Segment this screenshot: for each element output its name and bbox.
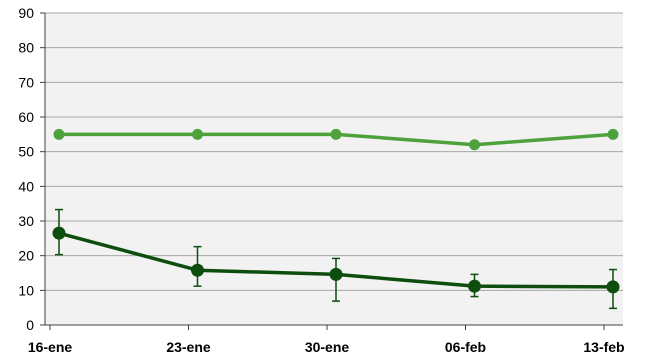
x-tick-label: 06-feb [445, 339, 486, 355]
y-tick-label: 80 [18, 40, 34, 56]
data-point [468, 279, 481, 293]
data-point [53, 128, 65, 140]
data-point [469, 139, 480, 151]
y-tick-label: 60 [18, 109, 34, 125]
x-tick-labels: 16-ene 23-ene 30-ene 06-feb 13-feb [28, 339, 625, 355]
x-tick-label: 16-ene [28, 339, 73, 355]
y-tick-label: 10 [18, 282, 34, 298]
y-tick-label: 20 [18, 248, 34, 264]
x-tick-label: 23-ene [166, 339, 211, 355]
data-point [329, 267, 343, 281]
data-point [330, 128, 342, 140]
x-tick-label: 30-ene [305, 339, 350, 355]
y-tick-label: 30 [18, 213, 34, 229]
x-tick-label: 13-feb [583, 339, 624, 355]
series-2 [52, 208, 620, 310]
series-1 [53, 128, 619, 151]
y-tick-label: 90 [18, 5, 34, 21]
y-tick-label: 70 [18, 74, 34, 90]
data-point [607, 128, 619, 140]
y-tick-labels: 0 10 20 30 40 50 60 70 80 90 [18, 5, 34, 333]
y-tick-label: 0 [26, 317, 34, 333]
data-point [192, 128, 203, 140]
gridlines [45, 12, 623, 291]
y-tick-label: 40 [18, 178, 34, 194]
data-point [52, 226, 66, 240]
data-point [606, 280, 620, 294]
data-point [191, 263, 204, 277]
axes [40, 12, 623, 330]
series [52, 128, 620, 310]
y-tick-label: 50 [18, 144, 34, 160]
